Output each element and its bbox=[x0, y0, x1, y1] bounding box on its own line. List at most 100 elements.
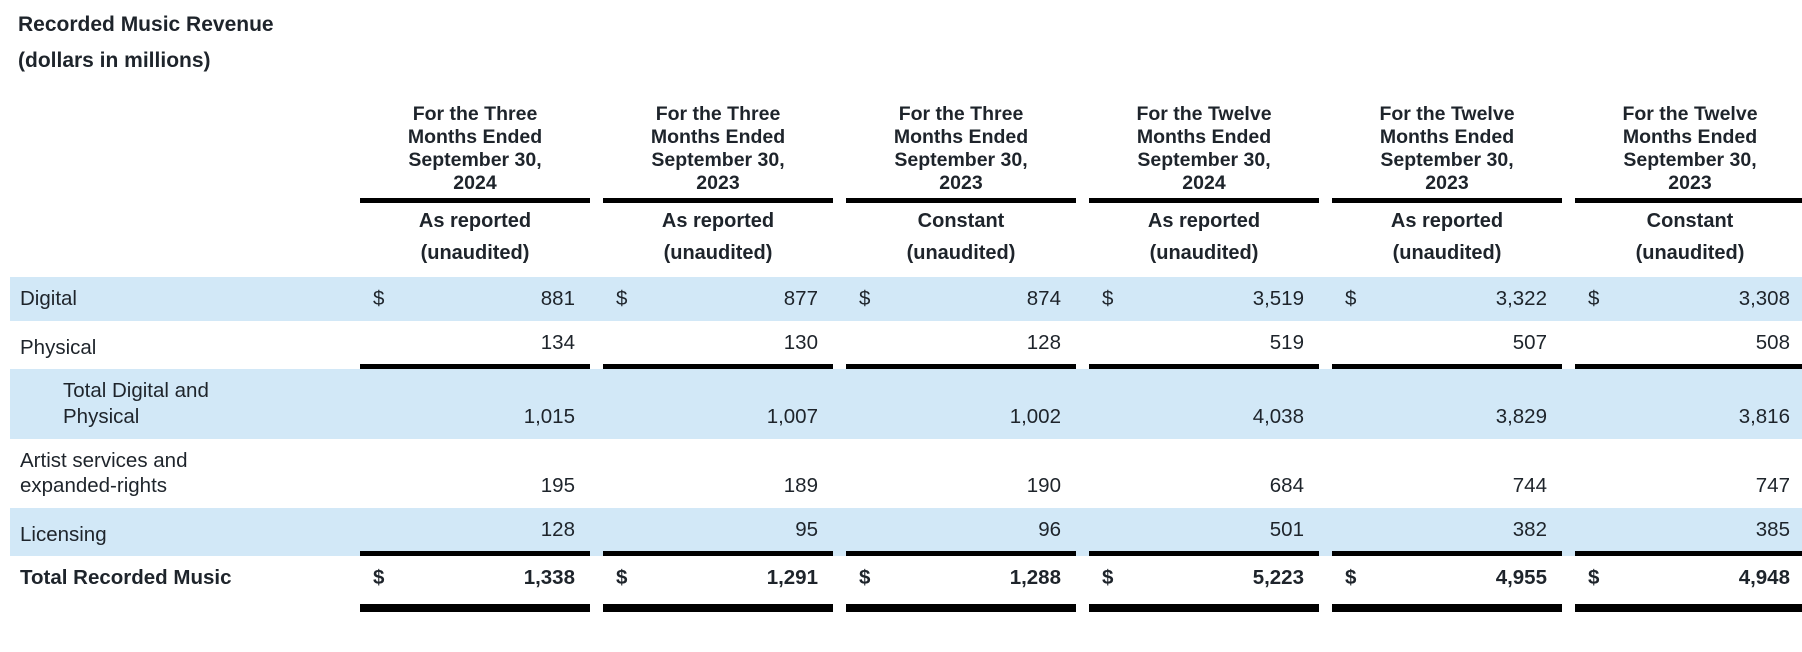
cell-value: 1,002 bbox=[1009, 404, 1061, 428]
cell: 744 bbox=[1332, 464, 1562, 508]
cell: $5,223 bbox=[1089, 556, 1319, 600]
column-basis-label: Constant bbox=[1646, 210, 1734, 232]
recorded-music-revenue-page: Recorded Music Revenue (dollars in milli… bbox=[10, 13, 1802, 612]
cell-value: 684 bbox=[1269, 474, 1304, 498]
table-row: Total Digital and Physical 1,015 1,007 1,00… bbox=[10, 369, 1802, 439]
row-label: Total Digital and Physical bbox=[63, 379, 209, 428]
cell-value: 3,308 bbox=[1738, 287, 1790, 310]
cell: 130 bbox=[603, 321, 833, 370]
cell-value: 3,322 bbox=[1495, 287, 1547, 310]
cell-value: 4,955 bbox=[1495, 566, 1547, 590]
cell-value: 385 bbox=[1755, 517, 1790, 541]
page-title: Recorded Music Revenue bbox=[18, 13, 274, 36]
cell-value: 1,291 bbox=[766, 566, 818, 590]
revenue-table: For the Three Months Ended September 30,… bbox=[10, 103, 1802, 612]
cell: 1,015 bbox=[360, 395, 590, 439]
cell-value: 3,816 bbox=[1738, 404, 1790, 428]
cell-value: 128 bbox=[540, 517, 575, 541]
cell: $4,955 bbox=[1332, 556, 1562, 600]
cell: 684 bbox=[1089, 464, 1319, 508]
cell: $877 bbox=[603, 277, 833, 321]
cell-value: 4,038 bbox=[1252, 404, 1304, 428]
table-row: Licensing 128 95 96 501 382 385 bbox=[10, 507, 1802, 557]
row-label-cell: Total Recorded Music bbox=[10, 556, 347, 600]
page-subtitle: (dollars in millions) bbox=[18, 49, 211, 72]
column-unaudited-note: (unaudited) bbox=[663, 242, 773, 264]
cell: 747 bbox=[1575, 464, 1802, 508]
column-period-text: For the Twelve Months Ended September 30… bbox=[1622, 103, 1758, 194]
cell: 3,829 bbox=[1332, 395, 1562, 439]
header-period-row: For the Three Months Ended September 30,… bbox=[10, 103, 1802, 203]
cell: 128 bbox=[360, 508, 590, 557]
cell: 385 bbox=[1575, 508, 1802, 557]
cell-value: 874 bbox=[1026, 287, 1061, 310]
cell-value: 130 bbox=[783, 330, 818, 354]
column-unaudited-note: (unaudited) bbox=[906, 242, 1016, 264]
column-unaudited-note: (unaudited) bbox=[1635, 242, 1745, 264]
dollar-sign: $ bbox=[859, 287, 871, 310]
cell: $3,322 bbox=[1332, 277, 1562, 321]
cell-value: 507 bbox=[1512, 330, 1547, 354]
column-basis-label: As reported bbox=[661, 210, 775, 232]
dollar-sign: $ bbox=[1345, 566, 1357, 590]
cell: 519 bbox=[1089, 321, 1319, 370]
cell-value: 508 bbox=[1755, 330, 1790, 354]
cell: 190 bbox=[846, 464, 1076, 508]
column-period-header: For the Twelve Months Ended September 30… bbox=[1332, 103, 1562, 203]
cell-value: 1,015 bbox=[523, 404, 575, 428]
double-rule bbox=[846, 604, 1076, 612]
cell: 507 bbox=[1332, 321, 1562, 370]
header-basis-row: As reported As reported Constant As reporte… bbox=[10, 203, 1802, 233]
cell-value: 519 bbox=[1269, 330, 1304, 354]
table-row: Digital $881 $877 $874 $3,519 $3,322 $3,308 bbox=[10, 277, 1802, 321]
cell-value: 195 bbox=[540, 474, 575, 498]
dollar-sign: $ bbox=[373, 566, 385, 590]
column-period-text: For the Three Months Ended September 30,… bbox=[650, 103, 786, 194]
row-label-cell: Digital bbox=[10, 277, 347, 321]
row-label: Physical bbox=[20, 335, 97, 359]
row-label-cell: Artist services and expanded-rights bbox=[10, 439, 347, 508]
row-label-cell: Total Digital and Physical bbox=[10, 369, 347, 438]
table-body: Digital $881 $877 $874 $3,519 $3,322 $3,308 Phy… bbox=[10, 277, 1802, 612]
cell: 189 bbox=[603, 464, 833, 508]
cell: 382 bbox=[1332, 508, 1562, 557]
cell-value: 3,519 bbox=[1252, 287, 1304, 310]
double-rule bbox=[603, 604, 833, 612]
cell-value: 190 bbox=[1026, 474, 1061, 498]
cell-value: 1,007 bbox=[766, 404, 818, 428]
cell: 508 bbox=[1575, 321, 1802, 370]
table-row: Total Recorded Music $1,338 $1,291 $1,288 $5… bbox=[10, 556, 1802, 600]
cell-value: 134 bbox=[540, 330, 575, 354]
header-note-row: (unaudited) (unaudited) (unaudited) (unaudi… bbox=[10, 233, 1802, 277]
dollar-sign: $ bbox=[616, 566, 628, 590]
cell: $3,519 bbox=[1089, 277, 1319, 321]
column-period-text: For the Three Months Ended September 30,… bbox=[407, 103, 543, 194]
cell: 195 bbox=[360, 464, 590, 508]
column-basis-label: As reported bbox=[1390, 210, 1504, 232]
double-rule bbox=[1332, 604, 1562, 612]
column-period-header: For the Twelve Months Ended September 30… bbox=[1575, 103, 1802, 203]
column-period-text: For the Twelve Months Ended September 30… bbox=[1379, 103, 1515, 194]
cell: 96 bbox=[846, 508, 1076, 557]
cell: 134 bbox=[360, 321, 590, 370]
cell-value: 5,223 bbox=[1252, 566, 1304, 590]
cell: $881 bbox=[360, 277, 590, 321]
row-label: Digital bbox=[20, 287, 77, 310]
cell-value: 382 bbox=[1512, 517, 1547, 541]
cell: 128 bbox=[846, 321, 1076, 370]
dollar-sign: $ bbox=[373, 287, 385, 310]
cell-value: 128 bbox=[1026, 330, 1061, 354]
dollar-sign: $ bbox=[616, 287, 628, 310]
table-row: Physical 134 130 128 519 507 508 bbox=[10, 321, 1802, 370]
dollar-sign: $ bbox=[1345, 287, 1357, 310]
cell: 3,816 bbox=[1575, 395, 1802, 439]
cell: 1,002 bbox=[846, 395, 1076, 439]
row-label-cell: Licensing bbox=[10, 513, 347, 557]
row-label-cell: Physical bbox=[10, 326, 347, 370]
cell: 501 bbox=[1089, 508, 1319, 557]
cell: $4,948 bbox=[1575, 556, 1802, 600]
cell-value: 3,829 bbox=[1495, 404, 1547, 428]
double-rule bbox=[1575, 604, 1802, 612]
cell-value: 877 bbox=[783, 287, 818, 310]
cell: $1,291 bbox=[603, 556, 833, 600]
